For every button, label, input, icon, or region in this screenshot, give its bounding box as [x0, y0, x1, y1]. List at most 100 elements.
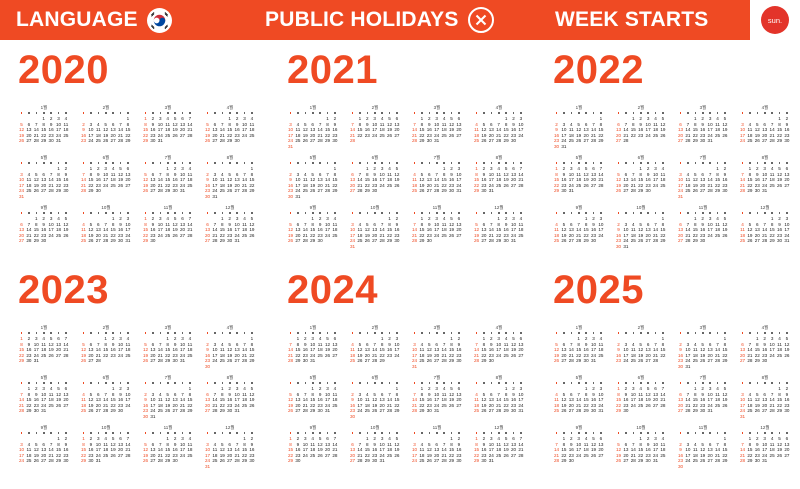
week-row: 11 12 13 14 15 16 17 [473, 397, 525, 403]
day-number: 20 [645, 352, 651, 358]
day-number: 23 [762, 352, 768, 358]
week-row: 27 28 29 30 31 [349, 458, 401, 464]
day-number: 11 [419, 347, 425, 352]
week-row: 11 12 13 14 15 16 17 [349, 347, 401, 353]
day-number: 28 [287, 358, 294, 363]
day-number: 29 [80, 458, 87, 463]
day-number: 29 [241, 458, 248, 463]
week-row: 16 17 18 19 20 21 22 [142, 403, 194, 409]
day-number: 5 [318, 436, 322, 441]
day-number: 7 [27, 221, 31, 227]
day-number: 18 [496, 447, 502, 452]
month-days: 1 2 3 4 5 6 7 8 9 10 11 12 13 14 15 16 17 18 19 20 21 22 23 24 2… [349, 116, 401, 144]
language-selector[interactable]: LANGUAGE [16, 0, 172, 40]
month-calendar: 10월 1 2 3 4 5 6 7 8 9 10 11 12 13 14 15 16 17 18 19 20 21 22 23… [615, 425, 667, 469]
day-number: 19 [18, 132, 25, 138]
day-number: 27 [700, 188, 706, 193]
day-number: 3 [358, 391, 362, 397]
day-number: 13 [41, 177, 47, 182]
public-holidays-toggle[interactable]: PUBLIC HOLIDAYS [265, 0, 494, 40]
weekday-marker [326, 382, 329, 384]
day-number: 11 [568, 127, 574, 132]
week-row: 19 20 21 22 23 24 25 [287, 233, 339, 239]
day-number: 31 [295, 193, 301, 199]
day-number: 22 [386, 232, 393, 238]
day-number: 1 [20, 336, 23, 341]
day-number: 5 [723, 386, 727, 391]
day-number: 17 [394, 347, 400, 352]
day-number: 9 [318, 221, 322, 227]
week-row: 22 23 24 25 26 27 28 [473, 183, 525, 189]
south-korea-flag-icon[interactable] [146, 7, 172, 33]
day-number: 4 [166, 116, 169, 121]
day-number: 28 [576, 238, 582, 243]
weekday-header [739, 381, 791, 385]
day-number: 1 [617, 386, 620, 391]
day-number: 6 [457, 216, 461, 221]
day-number: 20 [434, 352, 440, 358]
weekday-marker [351, 332, 354, 334]
month-calendar: 6월 1 2 3 4 5 6 7 8 9 10 11 12 13 14 15 16 17 18 19 20 21 22 23 2… [615, 375, 667, 419]
weekday-marker [756, 382, 759, 384]
weekday-marker [662, 332, 664, 334]
day-number: 4 [442, 216, 446, 221]
day-number: 20 [26, 132, 32, 138]
day-number: 19 [103, 132, 109, 138]
day-number: 28 [739, 188, 746, 193]
week-row: 21 22 23 24 25 26 27 [287, 353, 339, 359]
weekday-marker [778, 432, 781, 434]
weekday-marker [428, 382, 431, 384]
day-number: 25 [441, 402, 447, 408]
weekday-marker [475, 382, 478, 384]
day-number: 2 [250, 436, 254, 441]
day-number: 31 [41, 408, 47, 413]
day-number: 11 [412, 177, 417, 182]
day-number: 19 [692, 182, 698, 188]
day-number: 4 [694, 341, 697, 347]
day-number: 2 [304, 336, 307, 341]
weekday-marker [43, 332, 45, 334]
day-number: 12 [80, 347, 87, 352]
day-number: 10 [310, 341, 316, 347]
weekday-marker [221, 112, 224, 114]
day-number: 19 [55, 397, 62, 402]
weekday-header [411, 161, 463, 165]
day-number: 25 [441, 132, 447, 138]
weekday-marker [778, 162, 781, 164]
weekday-marker [512, 112, 515, 114]
day-number: 26 [583, 182, 589, 188]
day-number: 12 [172, 221, 178, 227]
week-starts-selector[interactable]: WEEK STARTS [555, 0, 708, 40]
day-number: 6 [126, 166, 130, 171]
day-number: 13 [623, 447, 629, 452]
day-number: 11 [317, 341, 323, 347]
day-number: 30 [456, 458, 462, 463]
week-start-badge[interactable]: sun. [761, 6, 789, 34]
week-row: 17 18 19 20 21 22 23 [349, 233, 401, 239]
day-number: 8 [694, 221, 697, 227]
weekday-marker [366, 112, 369, 114]
day-number: 13 [125, 171, 131, 177]
day-number: 4 [475, 391, 478, 397]
week-start-box[interactable]: sun. [750, 0, 800, 40]
day-number: 6 [562, 341, 566, 347]
day-number: 13 [95, 397, 101, 402]
x-circle-icon[interactable] [467, 7, 494, 33]
day-number: 16 [583, 347, 589, 352]
day-number: 1 [166, 336, 169, 341]
weekday-marker [632, 332, 635, 334]
day-number: 23 [364, 132, 370, 138]
day-number: 6 [373, 221, 376, 227]
day-number: 14 [157, 177, 163, 182]
day-number: 19 [776, 177, 783, 182]
month-name: 6월 [102, 155, 110, 160]
day-number: 19 [722, 127, 728, 132]
week-row: 27 28 29 30 31 [204, 408, 256, 414]
day-number: 26 [754, 138, 760, 143]
day-number: 24 [623, 238, 629, 243]
day-number: 3 [770, 336, 774, 341]
